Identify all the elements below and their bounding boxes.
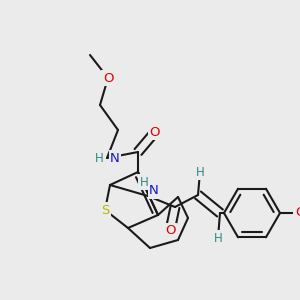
Text: O: O	[295, 206, 300, 220]
Text: N: N	[110, 152, 120, 164]
Text: H: H	[94, 152, 103, 164]
Text: H: H	[196, 166, 204, 178]
Text: S: S	[101, 203, 109, 217]
Text: O: O	[165, 224, 175, 238]
Text: O: O	[103, 71, 113, 85]
Text: O: O	[150, 125, 160, 139]
Text: H: H	[140, 176, 148, 188]
Text: N: N	[149, 184, 159, 197]
Text: H: H	[214, 232, 222, 244]
